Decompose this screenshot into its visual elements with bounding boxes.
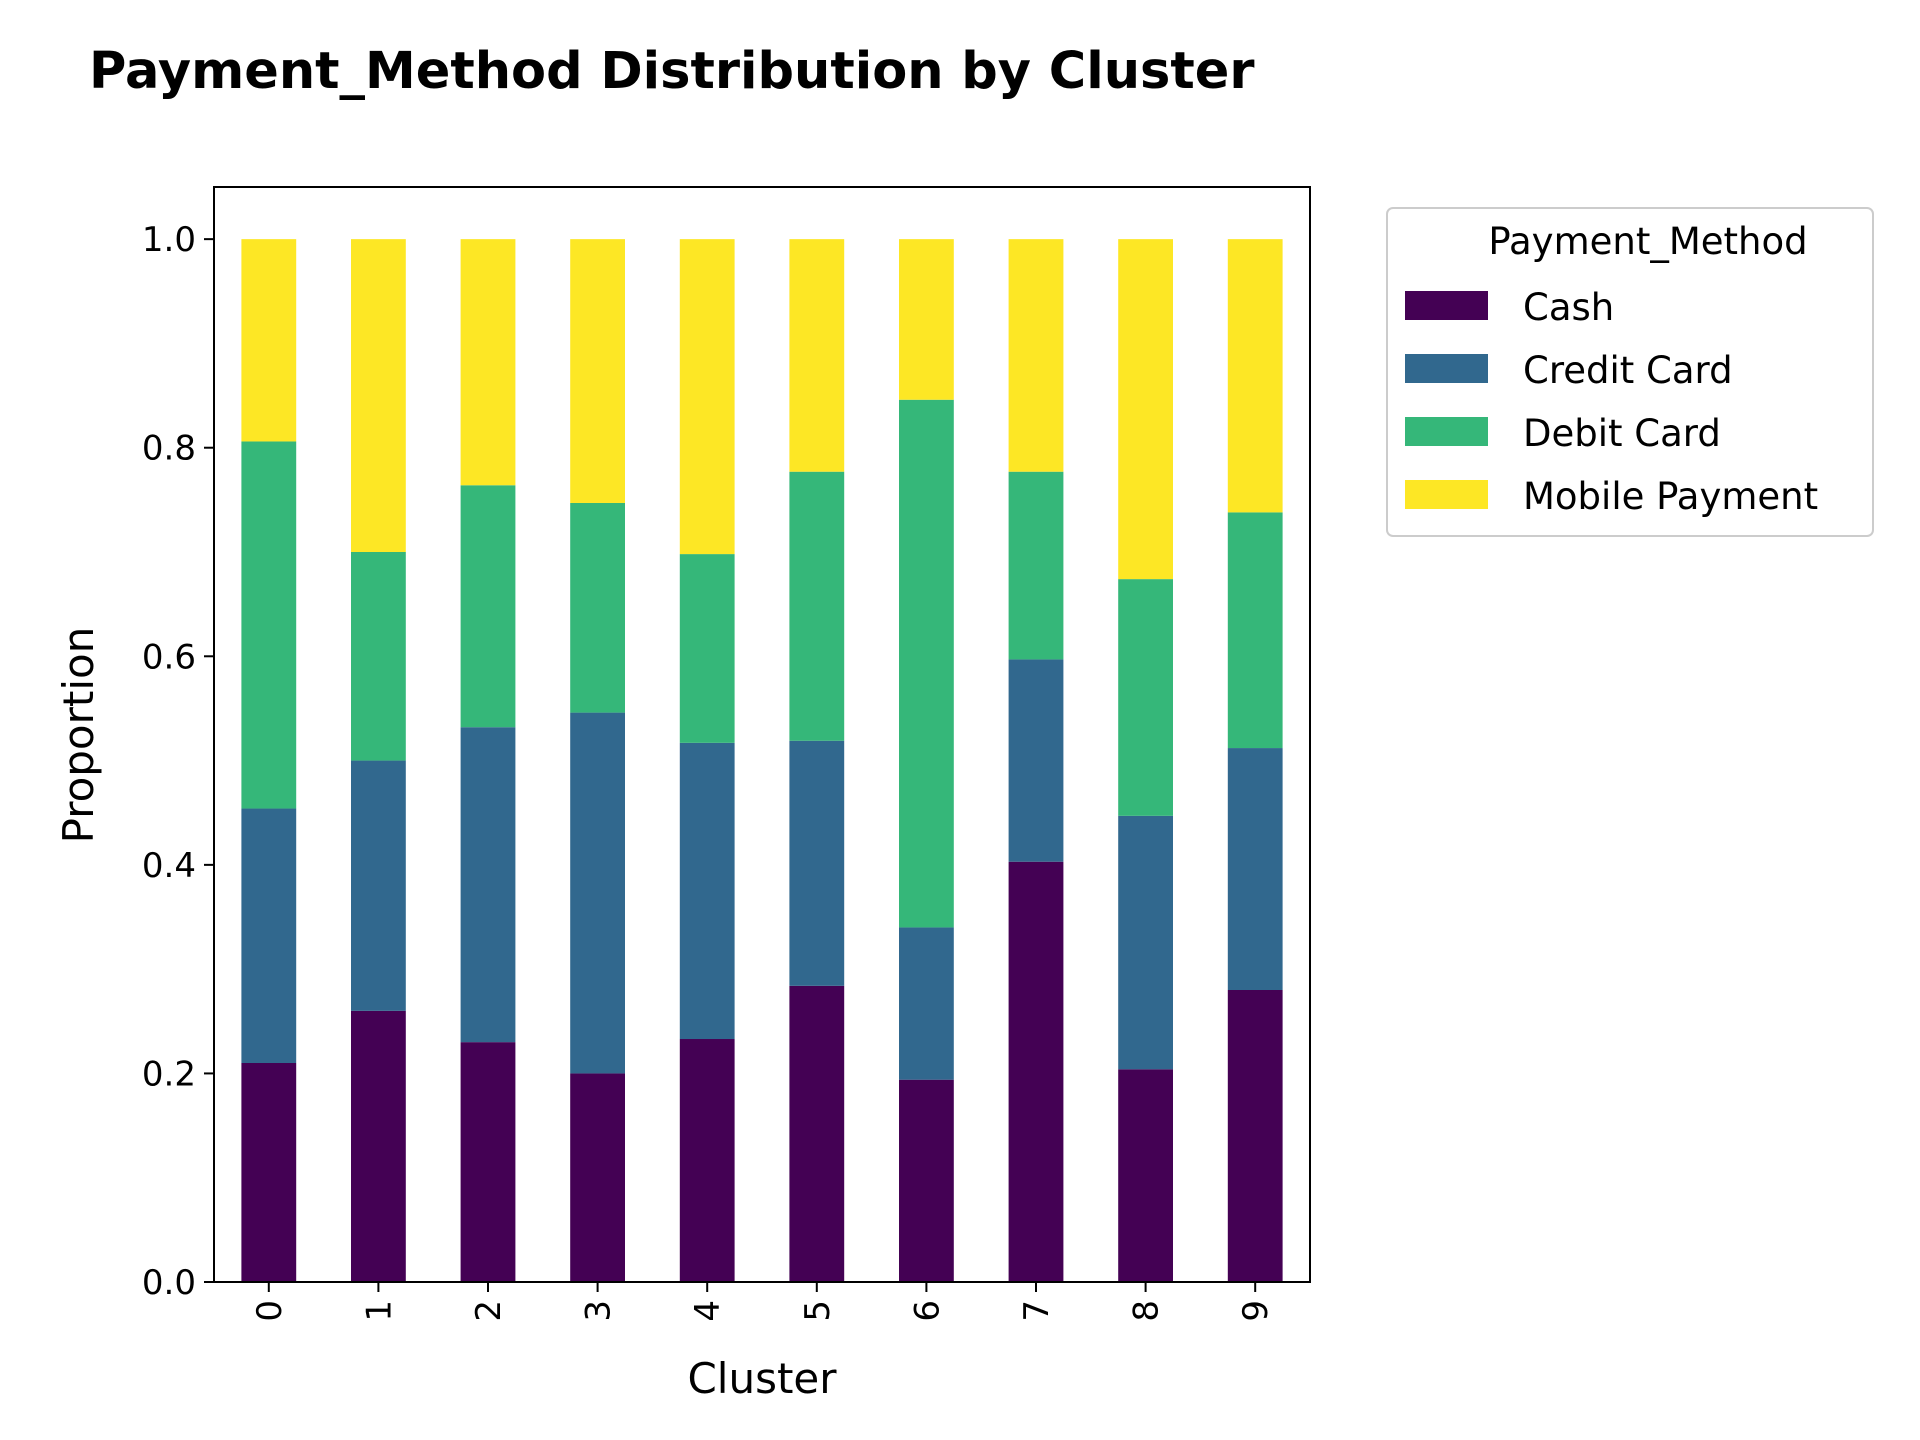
bar-debit-card-cluster-4 (679, 554, 735, 743)
legend-swatch-credit-card (1405, 354, 1488, 383)
bar-credit-card-cluster-3 (570, 712, 625, 1074)
bar-cash-cluster-3 (570, 1073, 625, 1282)
bar-debit-card-cluster-0 (241, 441, 297, 809)
bar-mobile-payment-cluster-6 (899, 239, 954, 400)
bar-debit-card-cluster-7 (1008, 471, 1064, 660)
legend-label-cash: Cash (1523, 286, 1614, 329)
bar-debit-card-cluster-6 (899, 399, 954, 928)
x-tick-label: 4 (688, 1300, 728, 1322)
legend-label-credit-card: Credit Card (1523, 349, 1733, 392)
bar-mobile-payment-cluster-5 (789, 239, 845, 472)
x-tick-label: 5 (798, 1300, 838, 1322)
legend-title: Payment_Method (1488, 220, 1807, 263)
bar-cash-cluster-8 (1118, 1069, 1173, 1282)
bar-cash-cluster-7 (1008, 861, 1064, 1282)
y-tick-label: 0.8 (142, 429, 196, 469)
y-axis-label: Proportion (54, 627, 103, 844)
bar-mobile-payment-cluster-2 (460, 239, 516, 486)
bar-cash-cluster-1 (351, 1010, 406, 1282)
bar-debit-card-cluster-9 (1227, 512, 1283, 749)
bar-mobile-payment-cluster-8 (1118, 239, 1173, 580)
bar-debit-card-cluster-5 (789, 471, 845, 741)
x-axis-label: Cluster (687, 1354, 837, 1403)
bar-debit-card-cluster-8 (1118, 579, 1173, 816)
bar-credit-card-cluster-1 (351, 760, 406, 1011)
bar-credit-card-cluster-4 (679, 742, 735, 1040)
x-tick-label: 2 (469, 1300, 509, 1322)
bars-group (241, 239, 1283, 1282)
bar-cash-cluster-6 (899, 1079, 954, 1282)
y-tick-label: 0.2 (142, 1054, 196, 1094)
bar-credit-card-cluster-2 (460, 727, 516, 1043)
x-tick-label: 6 (907, 1300, 947, 1322)
legend-items: Cash Credit Card Debit Card Mobile Payment (1405, 286, 1818, 518)
x-tick-label: 3 (579, 1300, 619, 1322)
bar-mobile-payment-cluster-9 (1227, 239, 1283, 513)
bar-mobile-payment-cluster-3 (570, 239, 625, 503)
bar-credit-card-cluster-5 (789, 740, 845, 986)
x-tick-label: 7 (1017, 1300, 1057, 1322)
legend-label-mobile-payment: Mobile Payment (1523, 475, 1818, 518)
bar-cash-cluster-0 (241, 1063, 297, 1282)
bar-cash-cluster-4 (679, 1039, 735, 1282)
x-tick-label: 0 (250, 1300, 290, 1322)
bar-credit-card-cluster-7 (1008, 659, 1064, 862)
bar-credit-card-cluster-9 (1227, 748, 1283, 990)
bar-mobile-payment-cluster-4 (679, 239, 735, 555)
bar-cash-cluster-5 (789, 985, 845, 1282)
bar-credit-card-cluster-8 (1118, 815, 1173, 1070)
x-tick-label: 8 (1127, 1300, 1167, 1322)
bar-credit-card-cluster-6 (899, 927, 954, 1080)
legend-box (1386, 207, 1874, 537)
bar-debit-card-cluster-1 (351, 552, 406, 761)
bar-cash-cluster-9 (1227, 990, 1283, 1282)
chart-title: Payment_Method Distribution by Cluster (89, 42, 1255, 101)
plot-frame (213, 186, 1311, 1283)
legend-swatch-cash (1405, 291, 1488, 320)
x-axis: 0 1 2 3 4 5 6 7 8 9 (250, 1282, 1276, 1322)
legend: Payment_Method Cash Credit Card Debit Card… (1386, 207, 1874, 537)
bar-cash-cluster-2 (460, 1042, 516, 1282)
bar-mobile-payment-cluster-1 (351, 239, 406, 552)
y-axis: 0.0 0.2 0.4 0.6 0.8 1.0 (142, 220, 214, 1303)
bar-mobile-payment-cluster-7 (1008, 239, 1064, 472)
x-tick-label: 1 (359, 1300, 399, 1322)
legend-swatch-debit-card (1405, 417, 1488, 446)
y-tick-label: 0.0 (142, 1263, 196, 1303)
x-tick-label: 9 (1236, 1300, 1276, 1322)
bar-credit-card-cluster-0 (241, 808, 297, 1063)
bar-debit-card-cluster-2 (460, 485, 516, 728)
y-tick-label: 0.4 (142, 846, 196, 886)
bar-mobile-payment-cluster-0 (241, 239, 297, 442)
y-tick-label: 0.6 (142, 637, 196, 677)
legend-swatch-mobile-payment (1405, 480, 1488, 509)
y-tick-label: 1.0 (142, 220, 196, 260)
legend-label-debit-card: Debit Card (1523, 412, 1721, 455)
bar-debit-card-cluster-3 (570, 502, 625, 713)
